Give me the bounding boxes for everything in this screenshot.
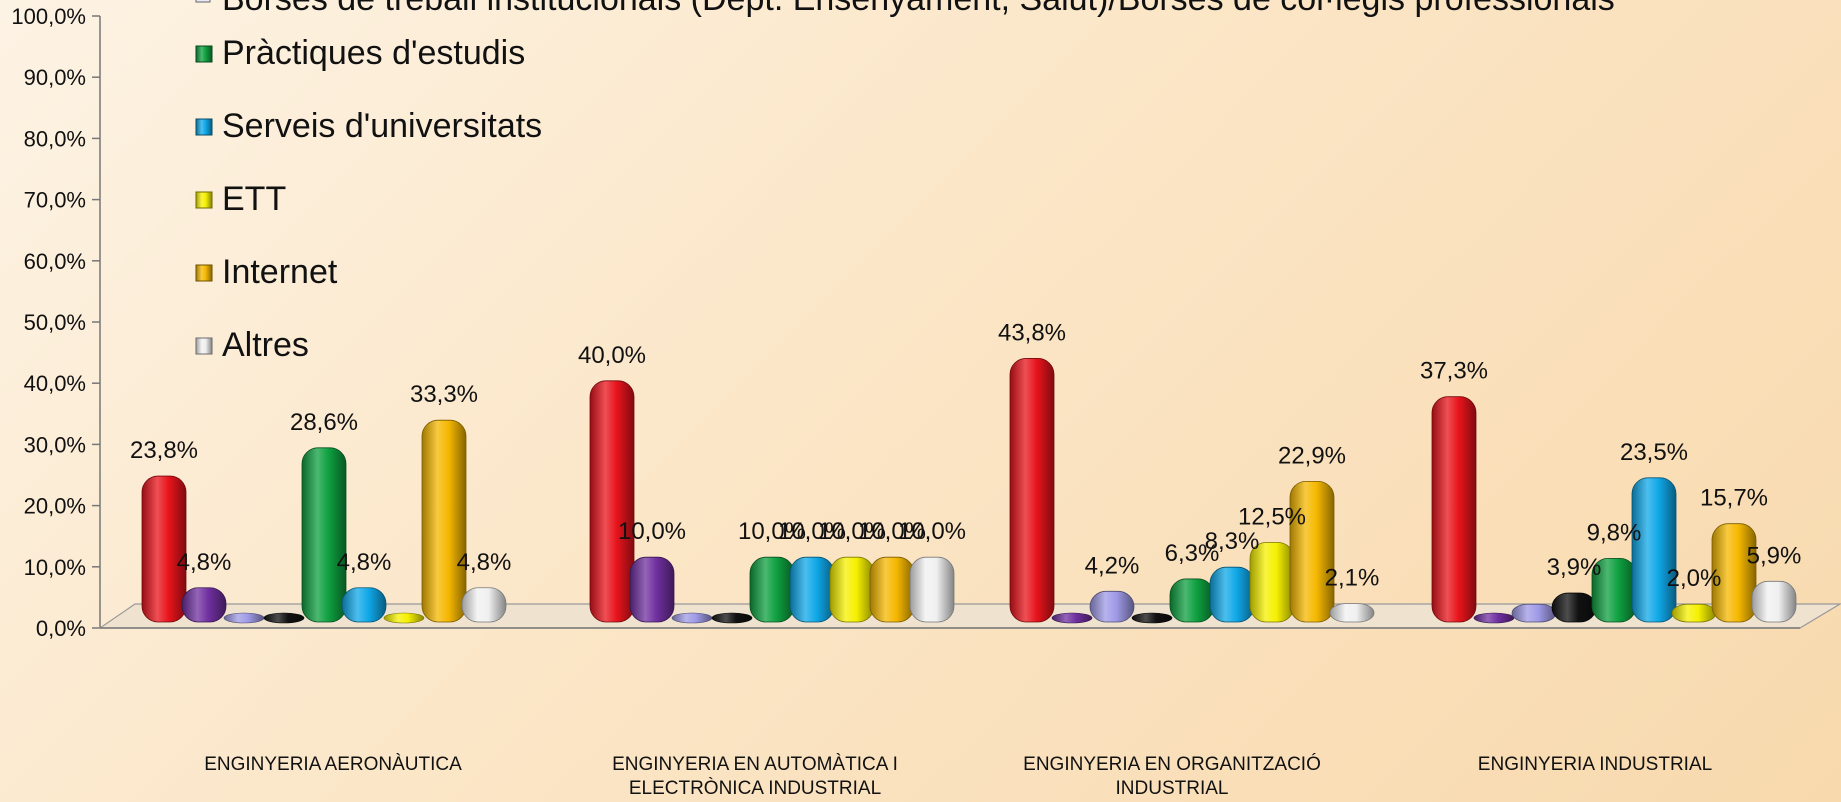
bar xyxy=(1511,603,1557,623)
data-label: 10,0% xyxy=(618,518,686,545)
bar xyxy=(1671,603,1717,623)
data-label: 4,8% xyxy=(457,549,512,576)
legend-swatch xyxy=(195,191,213,209)
y-tick-label: 0,0% xyxy=(36,616,86,641)
data-label: 6,3% xyxy=(1165,540,1220,567)
bar xyxy=(301,447,347,623)
chart-floor xyxy=(98,603,1841,629)
legend-label: Internet xyxy=(222,253,338,291)
legend: Borses de treball institucionals (Dept. … xyxy=(195,0,1615,364)
data-label: 9,8% xyxy=(1587,519,1642,546)
category-label: ELECTRÒNICA INDUSTRIAL xyxy=(629,777,881,799)
category-label: ENGINYERIA AERONÀUTICA xyxy=(204,754,462,775)
data-label: 12,5% xyxy=(1238,504,1306,531)
data-label: 4,8% xyxy=(337,549,392,576)
data-label: 10,0% xyxy=(738,518,806,545)
legend-swatch xyxy=(195,337,213,355)
data-label: 10,0% xyxy=(778,518,846,545)
legend-label: Altres xyxy=(222,326,309,364)
bar xyxy=(869,556,915,623)
bar xyxy=(1473,612,1515,624)
bar xyxy=(789,556,835,623)
bar xyxy=(1009,358,1055,623)
data-label: 10,0% xyxy=(818,518,886,545)
y-tick-label: 70,0% xyxy=(24,188,86,213)
y-axis: 0,0% 10,0% 20,0% 30,0% 40,0% 50,0% 60,0% 70,0% 8… xyxy=(11,4,101,641)
bar xyxy=(1089,590,1135,623)
data-label: 10,0% xyxy=(898,518,966,545)
bar xyxy=(1751,580,1797,623)
data-label: 23,5% xyxy=(1620,439,1688,466)
bar xyxy=(1711,523,1757,623)
y-tick-label: 20,0% xyxy=(24,494,86,519)
data-label: 4,2% xyxy=(1085,552,1140,579)
bar xyxy=(1289,480,1335,623)
data-label: 5,9% xyxy=(1747,542,1802,569)
data-labels: 23,8% 40,0% 43,8% 37,3% 4,8% 10,0% 4,2% 3,9% 28,… xyxy=(130,319,1801,592)
bar xyxy=(461,587,507,623)
bar xyxy=(383,612,425,624)
data-label: 3,9% xyxy=(1547,554,1602,581)
data-label: 4,8% xyxy=(177,549,232,576)
bar xyxy=(263,612,305,624)
bar xyxy=(1169,578,1215,623)
bar xyxy=(829,556,875,623)
data-label: 37,3% xyxy=(1420,358,1488,385)
bar xyxy=(909,556,955,623)
bar xyxy=(181,587,227,623)
bar xyxy=(589,380,635,623)
y-tick-label: 60,0% xyxy=(24,249,86,274)
bar xyxy=(1329,603,1375,623)
bar xyxy=(711,612,753,624)
y-tick-label: 40,0% xyxy=(24,371,86,396)
legend-swatch xyxy=(195,0,211,3)
category-label: ENGINYERIA EN ORGANITZACIÓ xyxy=(1023,753,1321,775)
bars xyxy=(141,358,1797,624)
bar xyxy=(1551,592,1597,623)
data-label: 33,3% xyxy=(410,381,478,408)
bar xyxy=(629,556,675,623)
legend-label: Pràctiques d'estudis xyxy=(222,34,525,72)
data-label: 8,3% xyxy=(1205,528,1260,555)
bar xyxy=(223,612,265,624)
y-tick-label: 90,0% xyxy=(24,65,86,90)
bar xyxy=(1631,477,1677,623)
data-label: 2,0% xyxy=(1667,565,1722,592)
legend-swatch xyxy=(195,45,213,63)
category-label: INDUSTRIAL xyxy=(1116,778,1229,799)
y-tick-label: 30,0% xyxy=(24,432,86,457)
bar xyxy=(1209,566,1255,623)
legend-label: Borses de treball institucionals (Dept. … xyxy=(222,0,1615,18)
data-label: 28,6% xyxy=(290,409,358,436)
bar xyxy=(671,612,713,624)
bar xyxy=(749,556,795,623)
bar xyxy=(1131,612,1173,624)
category-label: ENGINYERIA EN AUTOMÀTICA I xyxy=(612,754,898,775)
data-label: 43,8% xyxy=(998,319,1066,346)
data-label: 22,9% xyxy=(1278,442,1346,469)
category-labels: ENGINYERIA AERONÀUTICA ENGINYERIA EN AUTO… xyxy=(204,753,1712,799)
legend-label: Serveis d'universitats xyxy=(222,107,542,145)
bar xyxy=(1431,396,1477,623)
data-label: 23,8% xyxy=(130,437,198,464)
data-label: 10,0% xyxy=(858,518,926,545)
legend-swatch xyxy=(195,118,213,136)
y-tick-label: 80,0% xyxy=(24,126,86,151)
data-label: 2,1% xyxy=(1325,565,1380,592)
data-label: 15,7% xyxy=(1700,485,1768,512)
bar xyxy=(341,587,387,623)
category-label: ENGINYERIA INDUSTRIAL xyxy=(1478,754,1712,775)
bar xyxy=(141,475,187,623)
data-label: 40,0% xyxy=(578,342,646,369)
y-tick-label: 10,0% xyxy=(24,555,86,580)
legend-label: ETT xyxy=(222,180,286,218)
bar xyxy=(421,419,467,623)
bar xyxy=(1051,612,1093,624)
y-tick-label: 100,0% xyxy=(11,4,86,29)
y-tick-label: 50,0% xyxy=(24,310,86,335)
legend-swatch xyxy=(195,264,213,282)
